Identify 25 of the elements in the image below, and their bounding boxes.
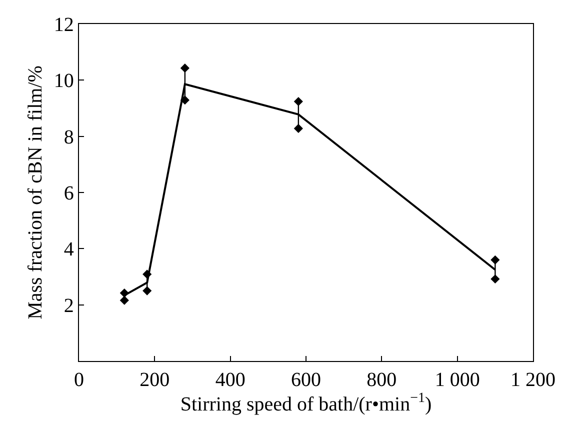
y-tick-label: 12 xyxy=(54,14,74,36)
x-tick-label: 800 xyxy=(366,369,397,392)
x-tick-label: 1 200 xyxy=(510,369,556,392)
point xyxy=(294,124,303,134)
y-axis-title: Mass fraction of cBN in film/% xyxy=(24,66,46,320)
y-tick-label: 6 xyxy=(64,182,74,204)
point xyxy=(142,270,152,279)
y-tick-label: 2 xyxy=(64,294,74,317)
y-tick-label: 10 xyxy=(54,70,74,92)
x-tick-label: 0 xyxy=(74,369,84,392)
x-tick-label: 200 xyxy=(140,369,170,392)
point xyxy=(180,64,190,73)
point xyxy=(180,96,190,105)
point xyxy=(490,274,500,284)
y-tick-label: 8 xyxy=(64,126,74,148)
x-axis-title: Stirring speed of bath/(r•min$^{−1}$) xyxy=(180,391,432,416)
point xyxy=(142,286,152,296)
x-tick-label: 1 000 xyxy=(434,369,480,392)
x-tick-label: 600 xyxy=(291,369,321,392)
point xyxy=(120,288,129,298)
point xyxy=(294,96,303,106)
x-tick-label: 400 xyxy=(215,369,246,392)
y-tick-label: 4 xyxy=(64,238,74,261)
point xyxy=(120,296,129,305)
point xyxy=(490,255,500,264)
